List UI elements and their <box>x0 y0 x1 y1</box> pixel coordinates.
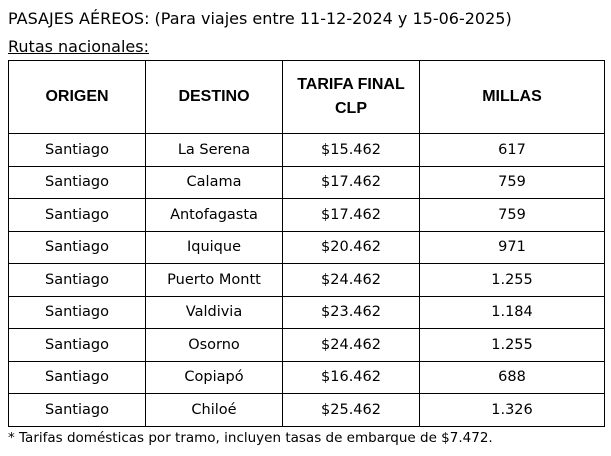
cell-millas: 759 <box>419 165 605 199</box>
header-tarifa-line2: CLP <box>335 100 367 117</box>
cell-tarifa: $24.462 <box>282 263 420 297</box>
cell-millas: 1.326 <box>419 393 605 427</box>
cell-origen: Santiago <box>8 198 146 232</box>
section-subheading: Rutas nacionales: <box>8 37 149 56</box>
cell-origen: Santiago <box>8 230 146 264</box>
cell-origen: Santiago <box>8 165 146 199</box>
cell-tarifa: $17.462 <box>282 165 420 199</box>
cell-tarifa: $24.462 <box>282 328 420 362</box>
cell-millas: 1.255 <box>419 328 605 362</box>
header-millas-line1: MILLAS <box>482 88 542 105</box>
table-row: Santiago Chiloé $25.462 1.326 <box>8 393 605 427</box>
header-tarifa-line1: TARIFA FINAL <box>297 76 405 93</box>
cell-origen: Santiago <box>8 295 146 329</box>
cell-destino: Valdivia <box>145 295 283 329</box>
cell-tarifa: $17.462 <box>282 198 420 232</box>
header-tarifa: TARIFA FINAL CLP <box>282 60 420 134</box>
cell-origen: Santiago <box>8 133 146 167</box>
cell-destino: Iquique <box>145 230 283 264</box>
header-destino-line1: DESTINO <box>178 88 250 105</box>
cell-destino: Copiapó <box>145 360 283 394</box>
table-row: Santiago Calama $17.462 759 <box>8 165 605 199</box>
cell-destino: Antofagasta <box>145 198 283 232</box>
footnote: * Tarifas domésticas por tramo, incluyen… <box>8 430 493 446</box>
table-row: Santiago Antofagasta $17.462 759 <box>8 198 605 232</box>
cell-millas: 688 <box>419 360 605 394</box>
cell-millas: 759 <box>419 198 605 232</box>
cell-destino: Osorno <box>145 328 283 362</box>
cell-origen: Santiago <box>8 393 146 427</box>
cell-millas: 1.255 <box>419 263 605 297</box>
cell-millas: 617 <box>419 133 605 167</box>
table-header-row: ORIGEN DESTINO TARIFA FINAL CLP MILLAS <box>8 60 605 134</box>
table-row: Santiago Puerto Montt $24.462 1.255 <box>8 263 605 297</box>
page-heading: PASAJES AÉREOS: (Para viajes entre 11-12… <box>8 9 512 28</box>
cell-tarifa: $25.462 <box>282 393 420 427</box>
cell-destino: Puerto Montt <box>145 263 283 297</box>
cell-tarifa: $15.462 <box>282 133 420 167</box>
cell-origen: Santiago <box>8 263 146 297</box>
header-origen-line1: ORIGEN <box>45 88 109 105</box>
header-millas: MILLAS <box>419 60 605 134</box>
cell-tarifa: $16.462 <box>282 360 420 394</box>
cell-destino: La Serena <box>145 133 283 167</box>
cell-millas: 971 <box>419 230 605 264</box>
table-row: Santiago Copiapó $16.462 688 <box>8 360 605 394</box>
table-row: Santiago Iquique $20.462 971 <box>8 230 605 264</box>
cell-tarifa: $20.462 <box>282 230 420 264</box>
cell-origen: Santiago <box>8 360 146 394</box>
cell-destino: Calama <box>145 165 283 199</box>
header-origen: ORIGEN <box>8 60 146 134</box>
fares-table: ORIGEN DESTINO TARIFA FINAL CLP MILLAS Sa… <box>8 60 605 427</box>
cell-tarifa: $23.462 <box>282 295 420 329</box>
cell-origen: Santiago <box>8 328 146 362</box>
table-row: Santiago La Serena $15.462 617 <box>8 133 605 167</box>
header-destino: DESTINO <box>145 60 283 134</box>
cell-destino: Chiloé <box>145 393 283 427</box>
table-row: Santiago Osorno $24.462 1.255 <box>8 328 605 362</box>
cell-millas: 1.184 <box>419 295 605 329</box>
table-row: Santiago Valdivia $23.462 1.184 <box>8 295 605 329</box>
